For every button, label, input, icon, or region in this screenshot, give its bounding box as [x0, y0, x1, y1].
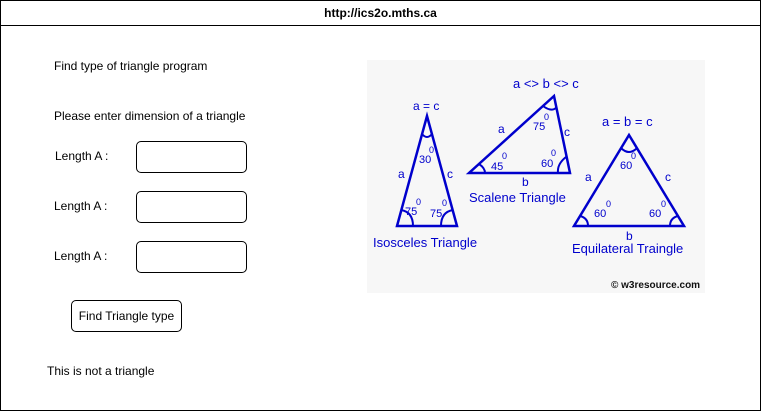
equilateral-right-angle: 60 [649, 208, 661, 220]
page-heading: Find type of triangle program [54, 59, 208, 73]
scalene-left-angle-degree: 0 [502, 151, 507, 161]
scalene-left-side-label: a [498, 122, 505, 136]
equilateral-left-angle: 60 [594, 208, 606, 220]
find-triangle-type-button[interactable]: Find Triangle type [71, 300, 182, 332]
isosceles-left-angle-arc [400, 209, 414, 227]
equilateral-top-label: a = b = c [602, 114, 653, 129]
equilateral-left-side-label: a [585, 170, 592, 184]
isosceles-left-angle-degree: 0 [416, 197, 421, 207]
isosceles-right-side-label: c [447, 167, 453, 181]
equilateral-left-angle-degree: 0 [606, 199, 611, 209]
scalene-left-angle-arc [478, 163, 486, 174]
equilateral-title: Equilateral Traingle [572, 241, 683, 256]
equilateral-right-angle-degree: 0 [661, 199, 666, 209]
scalene-right-angle-degree: 0 [551, 148, 556, 158]
length-a-input-2[interactable] [136, 191, 247, 223]
scalene-top-angle-degree: 0 [544, 112, 549, 122]
length-a-input-3[interactable] [136, 241, 247, 273]
isosceles-right-angle: 75 [430, 208, 442, 220]
scalene-top-label: a <> b <> c [513, 76, 579, 91]
copyright-text: © w3resource.com [611, 280, 700, 291]
scalene-triangle-shape [465, 93, 572, 175]
scalene-top-angle-arc [542, 105, 557, 111]
input-prompt: Please enter dimension of a triangle [54, 109, 246, 123]
result-text: This is not a triangle [47, 364, 155, 378]
scalene-right-angle-arc [556, 156, 567, 174]
isosceles-triangle-shape [395, 111, 459, 228]
isosceles-top-angle: 30 [419, 154, 431, 166]
isosceles-top-angle-arc [421, 133, 433, 138]
equilateral-top-angle-arc [620, 147, 638, 153]
equilateral-triangle-shape [571, 132, 687, 228]
equilateral-left-angle-arc [579, 215, 589, 227]
url-bar: http://ics2o.mths.ca [1, 1, 760, 26]
length-a-input-1[interactable] [136, 141, 247, 173]
isosceles-left-side-label: a [398, 167, 405, 181]
isosceles-right-angle-degree: 0 [442, 198, 447, 208]
scalene-title: Scalene Triangle [469, 190, 566, 205]
length-a-label-3: Length A : [54, 249, 108, 263]
scalene-top-angle: 75 [533, 121, 545, 133]
equilateral-right-angle-arc [669, 215, 679, 227]
scalene-bottom-side-label: b [522, 175, 529, 189]
isosceles-top-label: a = c [413, 99, 439, 113]
equilateral-top-angle-degree: 0 [631, 151, 636, 161]
equilateral-right-side-label: c [665, 170, 671, 184]
scalene-right-angle: 60 [541, 158, 553, 170]
isosceles-right-angle-arc [440, 209, 454, 227]
scalene-right-side-label: c [564, 125, 570, 139]
isosceles-left-angle: 75 [405, 206, 417, 218]
scalene-left-angle: 45 [491, 161, 503, 173]
equilateral-top-angle: 60 [620, 160, 632, 172]
equilateral-bottom-side-label: b [626, 229, 633, 243]
isosceles-title: Isosceles Triangle [373, 235, 477, 250]
length-a-label-1: Length A : [55, 149, 109, 163]
isosceles-top-angle-degree: 0 [429, 145, 434, 155]
triangle-types-diagram: a = c a c 30 0 75 0 75 0 Isosceles Trian… [367, 60, 705, 293]
length-a-label-2: Length A : [54, 199, 108, 213]
